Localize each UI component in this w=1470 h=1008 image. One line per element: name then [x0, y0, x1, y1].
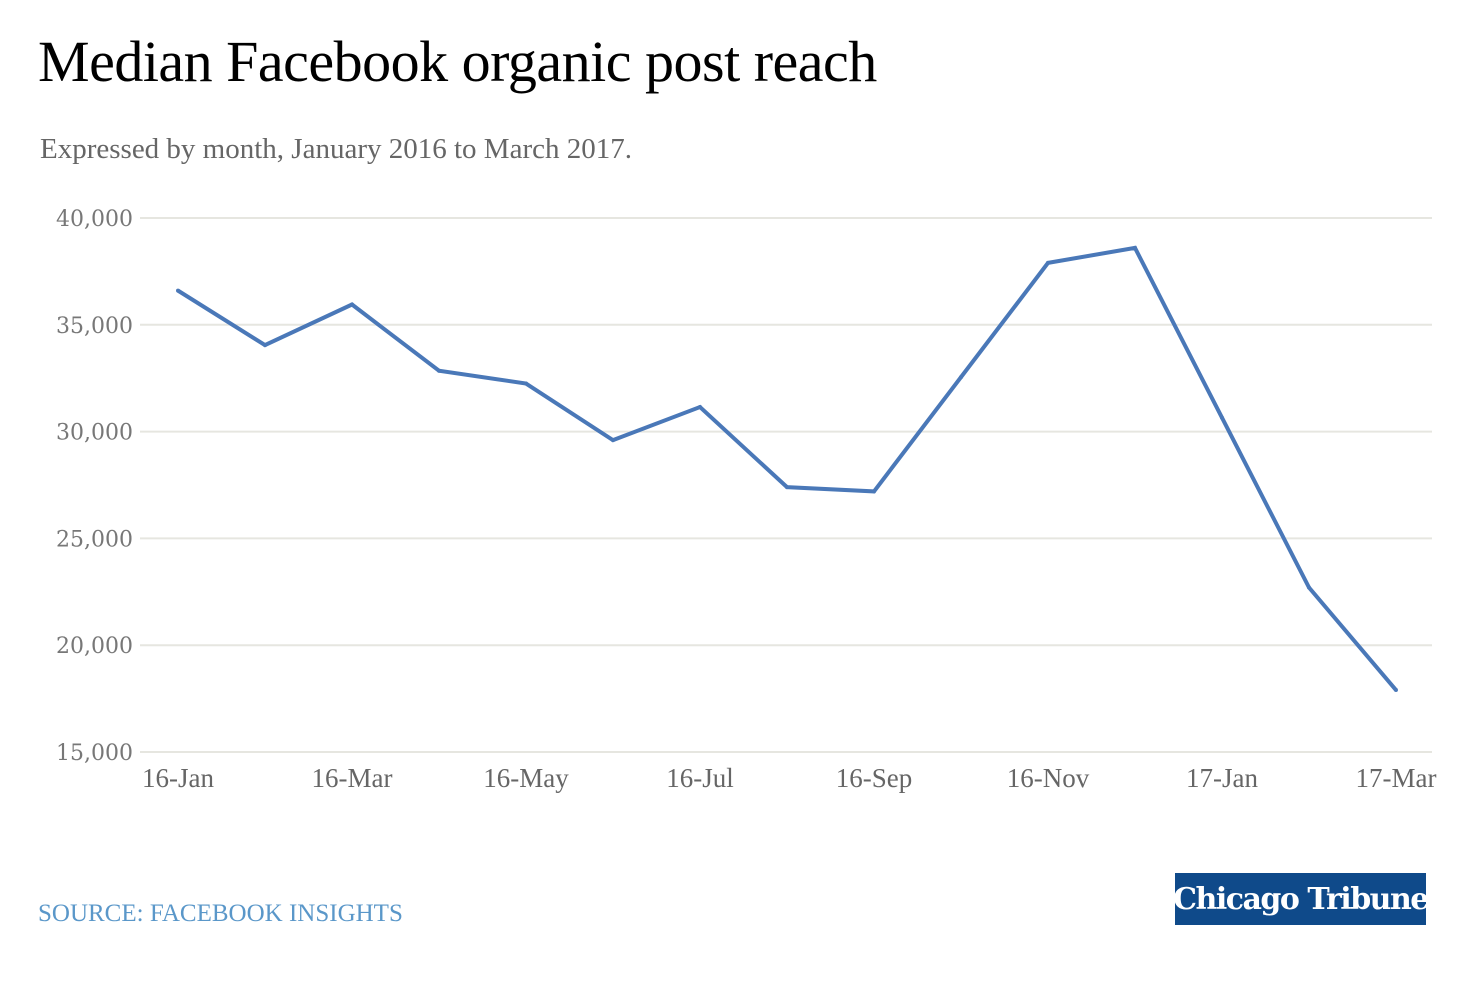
data-point [1307, 585, 1311, 590]
y-tick-label: 15,000 [56, 741, 133, 766]
data-point [785, 485, 789, 490]
x-tick-label: 16-Jul [666, 763, 734, 793]
x-tick-label: 16-Jan [142, 763, 214, 793]
data-point [176, 288, 180, 293]
chicago-tribune-logo: Chicago Tribune [1173, 873, 1429, 925]
data-point [350, 302, 354, 307]
x-tick-label: 16-Mar [312, 763, 393, 793]
data-point [1394, 688, 1398, 693]
data-point [1220, 415, 1224, 420]
x-tick-label: 17-Jan [1186, 763, 1258, 793]
chart-title: Median Facebook organic post reach [38, 29, 877, 94]
data-point [611, 438, 615, 443]
x-tick-label: 16-Nov [1007, 763, 1090, 793]
data-point [524, 381, 528, 386]
x-tick-label: 16-May [483, 763, 569, 793]
y-tick-label: 25,000 [56, 527, 133, 552]
x-tick-label: 17-Mar [1356, 763, 1437, 793]
data-point [1046, 260, 1050, 265]
x-axis-ticks: 16-Jan 16-Mar 16-May 16-Jul 16-Sep 16-Nov 17-J… [142, 763, 1436, 793]
y-tick-label: 40,000 [56, 207, 133, 232]
data-point [1133, 245, 1137, 250]
series-line [176, 245, 1398, 692]
y-tick-label: 20,000 [56, 634, 133, 659]
chart-subtitle: Expressed by month, January 2016 to Marc… [40, 133, 632, 165]
data-point [263, 343, 267, 348]
line-chart: 15,000 20,000 25,000 30,000 35,000 40,000 16-… [56, 207, 1436, 793]
logo-text: Chicago Tribune [1173, 881, 1429, 917]
y-tick-label: 35,000 [56, 314, 133, 339]
data-point [437, 368, 441, 373]
data-point [872, 489, 876, 494]
x-tick-label: 16-Sep [836, 763, 913, 793]
data-point [959, 375, 963, 380]
data-point [698, 405, 702, 410]
gridlines [140, 217, 1432, 753]
series-group [176, 245, 1398, 693]
y-axis-ticks: 15,000 20,000 25,000 30,000 35,000 40,000 [56, 207, 133, 766]
source-note: SOURCE: FACEBOOK INSIGHTS [38, 900, 403, 927]
y-tick-label: 30,000 [56, 421, 133, 446]
